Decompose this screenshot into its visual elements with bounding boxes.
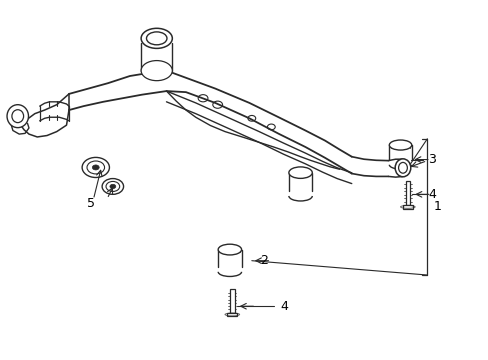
Text: 1: 1: [433, 201, 441, 213]
Text: 5: 5: [87, 197, 95, 210]
Bar: [230, 289, 234, 313]
Circle shape: [92, 165, 99, 170]
Ellipse shape: [388, 140, 411, 150]
Text: 2: 2: [260, 254, 268, 267]
Ellipse shape: [141, 28, 172, 48]
Text: 4: 4: [427, 188, 435, 201]
Bar: [405, 181, 409, 205]
Circle shape: [110, 184, 116, 189]
Text: 3: 3: [427, 153, 435, 166]
Ellipse shape: [394, 159, 410, 177]
Bar: [227, 313, 237, 316]
Ellipse shape: [218, 244, 241, 255]
Text: 4: 4: [280, 300, 287, 313]
Ellipse shape: [141, 60, 172, 81]
Bar: [402, 205, 412, 209]
Ellipse shape: [7, 105, 28, 128]
Ellipse shape: [288, 167, 312, 179]
